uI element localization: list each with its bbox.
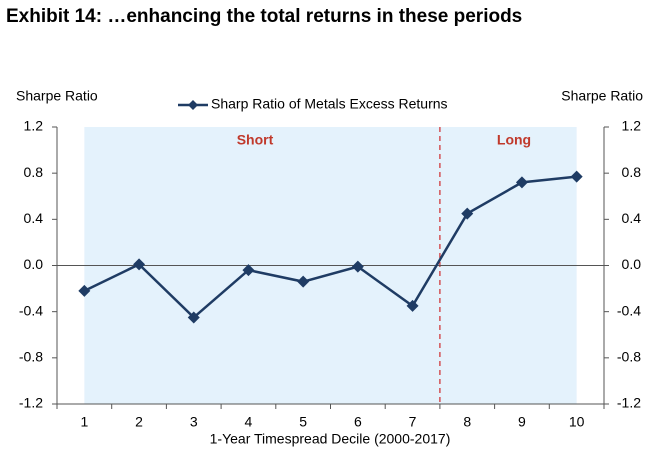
y2-tick-label: -1.2 — [617, 395, 641, 411]
x-tick-label: 6 — [354, 414, 362, 430]
x-tick-label: 8 — [463, 414, 471, 430]
y2-tick-label: 1.2 — [622, 118, 642, 134]
point — [297, 275, 310, 288]
point — [242, 264, 255, 277]
annotation: Short — [237, 132, 274, 148]
x-tick-label: 7 — [409, 414, 417, 430]
x-tick-label: 2 — [135, 414, 143, 430]
annotation: Long — [497, 132, 531, 148]
y2-axis-title: Sharpe Ratio — [561, 88, 643, 104]
legend-marker — [188, 100, 198, 110]
point — [406, 299, 419, 312]
x-tick-label: 4 — [245, 414, 253, 430]
point — [461, 207, 474, 220]
y2-tick-label: 0.0 — [622, 256, 642, 272]
y-tick-label: 1.2 — [24, 118, 44, 134]
y-tick-label: -0.8 — [19, 349, 43, 365]
point — [570, 170, 583, 183]
y-tick-label: -0.4 — [19, 302, 43, 318]
x-axis-title: 1-Year Timespread Decile (2000-2017) — [210, 431, 451, 447]
series-line — [83, 175, 577, 320]
y2-tick-label: -0.8 — [617, 349, 641, 365]
y-tick-label: 0.8 — [24, 164, 44, 180]
x-tick-label: 5 — [299, 414, 307, 430]
point — [78, 284, 91, 297]
y-axis-title: Sharpe Ratio — [16, 88, 98, 104]
point — [133, 258, 146, 271]
x-tick-label: 9 — [518, 414, 526, 430]
x-tick-label: 10 — [569, 414, 585, 430]
x-tick-label: 1 — [80, 414, 88, 430]
chart-title: Exhibit 14: …enhancing the total returns… — [6, 6, 522, 27]
y-tick-label: 0.4 — [24, 210, 44, 226]
y-tick-label: 0.0 — [24, 256, 44, 272]
y2-tick-label: -0.4 — [617, 302, 641, 318]
point — [515, 176, 528, 189]
y-tick-label: -1.2 — [19, 395, 43, 411]
legend-label: Sharp Ratio of Metals Excess Returns — [211, 96, 448, 112]
y2-tick-label: 0.4 — [622, 210, 642, 226]
point — [187, 311, 200, 324]
y2-tick-label: 0.8 — [622, 164, 642, 180]
x-tick-label: 3 — [190, 414, 198, 430]
point — [351, 260, 364, 273]
